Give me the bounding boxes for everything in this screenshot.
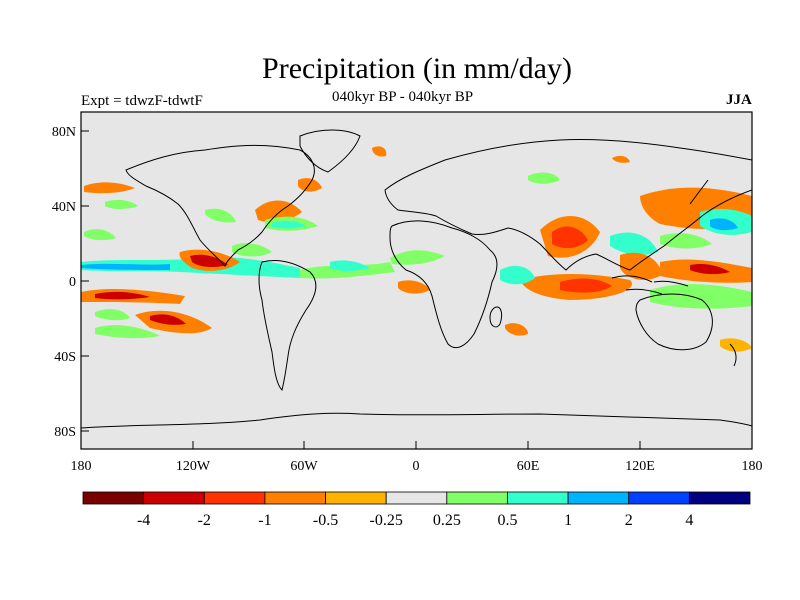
colorbar-label: 0.25	[433, 512, 461, 529]
anomaly-region	[500, 265, 535, 285]
colorbar-swatch	[446, 491, 508, 505]
colorbar-swatch	[203, 491, 266, 505]
y-tick-label: 40S	[54, 350, 76, 365]
colorbar-label: -4	[137, 512, 150, 529]
anomaly-region	[398, 280, 430, 294]
anomaly-region	[95, 325, 160, 339]
experiment-label: Expt = tdwzF-tdwtF	[81, 93, 203, 109]
x-tick-label: 60W	[290, 459, 318, 474]
anomaly-region	[205, 208, 236, 223]
colorbar-swatch	[567, 491, 630, 505]
coastline-south-america	[258, 259, 317, 391]
coastline-north-america	[125, 144, 315, 268]
colorbar-swatch	[325, 491, 387, 505]
anomaly-region	[690, 263, 730, 275]
x-axis-labels: 180 120W 60W 0 60E 120E 180	[71, 459, 763, 474]
coastline-new-zealand	[729, 343, 737, 367]
anomaly-region	[84, 229, 116, 241]
anomaly-region	[552, 226, 588, 249]
colorbar-label: -1	[258, 512, 271, 529]
colorbar-swatch	[688, 491, 751, 505]
anomaly-region	[528, 172, 560, 184]
anomaly-region	[710, 218, 738, 231]
anomaly-region	[81, 257, 300, 278]
x-tick-label: 60E	[517, 459, 540, 474]
anomaly-region	[255, 200, 302, 222]
coastline-australia	[635, 293, 713, 351]
anomaly-region	[95, 291, 150, 300]
anomaly-region	[372, 146, 387, 157]
colorbar-labels: -4 -2 -1 -0.5 -0.25 0.25 0.5 1 2 4	[137, 512, 693, 529]
colorbar-label: 4	[685, 512, 693, 529]
x-tick-label: 120E	[625, 459, 655, 474]
colorbar-label: -0.5	[313, 512, 338, 529]
x-tick-label: 120W	[176, 459, 211, 474]
colorbar	[82, 491, 751, 505]
period-label: 040kyr BP - 040kyr BP	[332, 89, 474, 105]
colorbar-swatch	[143, 491, 205, 505]
x-tick-label: 180	[742, 459, 763, 474]
colorbar-swatch	[628, 491, 690, 505]
colorbar-label: -0.25	[370, 512, 403, 529]
y-tick-label: 80S	[54, 425, 76, 440]
coastline-africa	[389, 220, 498, 349]
y-tick-label: 40N	[52, 200, 76, 215]
anomaly-region	[190, 254, 228, 267]
colorbar-swatch	[82, 491, 145, 505]
anomaly-region	[610, 232, 658, 255]
coastline-antarctica	[81, 412, 752, 429]
anomaly-region	[660, 233, 712, 249]
anomaly-region	[560, 278, 612, 293]
anomaly-region	[84, 182, 135, 194]
y-tick-label: 0	[69, 275, 76, 290]
anomaly-region	[612, 155, 630, 163]
colorbar-swatch	[385, 491, 448, 505]
anomaly-region	[150, 314, 186, 325]
x-tick-label: 0	[413, 459, 420, 474]
season-label: JJA	[726, 92, 752, 108]
anomaly-region	[505, 323, 528, 336]
map-background	[81, 112, 752, 449]
y-axis-labels: 80N 40N 0 40S 80S	[52, 125, 76, 440]
anomaly-region	[390, 250, 445, 265]
anomaly-region	[298, 178, 322, 192]
anomaly-region	[272, 220, 306, 229]
axis-ticks	[80, 130, 753, 449]
anomaly-region	[232, 243, 272, 257]
colorbar-swatch	[264, 491, 326, 505]
coastline-madagascar	[489, 306, 503, 328]
coastline-indonesia	[611, 275, 689, 295]
colorbar-label: 2	[625, 512, 633, 529]
coastline-japan	[689, 179, 709, 205]
colorbar-label: -2	[198, 512, 211, 529]
map-title: Precipitation (in mm/day)	[262, 52, 572, 85]
coastline-greenland	[299, 129, 361, 173]
x-tick-label: 180	[71, 459, 92, 474]
coastlines	[81, 129, 752, 429]
anomaly-region	[95, 309, 130, 321]
anomaly-region	[620, 252, 662, 280]
colorbar-label: 1	[564, 512, 572, 529]
anomaly-region	[650, 284, 752, 309]
colorbar-label: 0.5	[497, 512, 517, 529]
anomaly-region	[720, 338, 752, 352]
coastline-eurasia	[384, 138, 752, 271]
y-tick-label: 80N	[52, 125, 76, 140]
anomaly-region	[81, 263, 170, 270]
anomaly-region	[105, 199, 138, 209]
colorbar-swatch	[507, 491, 569, 505]
anomaly-region	[330, 260, 370, 271]
